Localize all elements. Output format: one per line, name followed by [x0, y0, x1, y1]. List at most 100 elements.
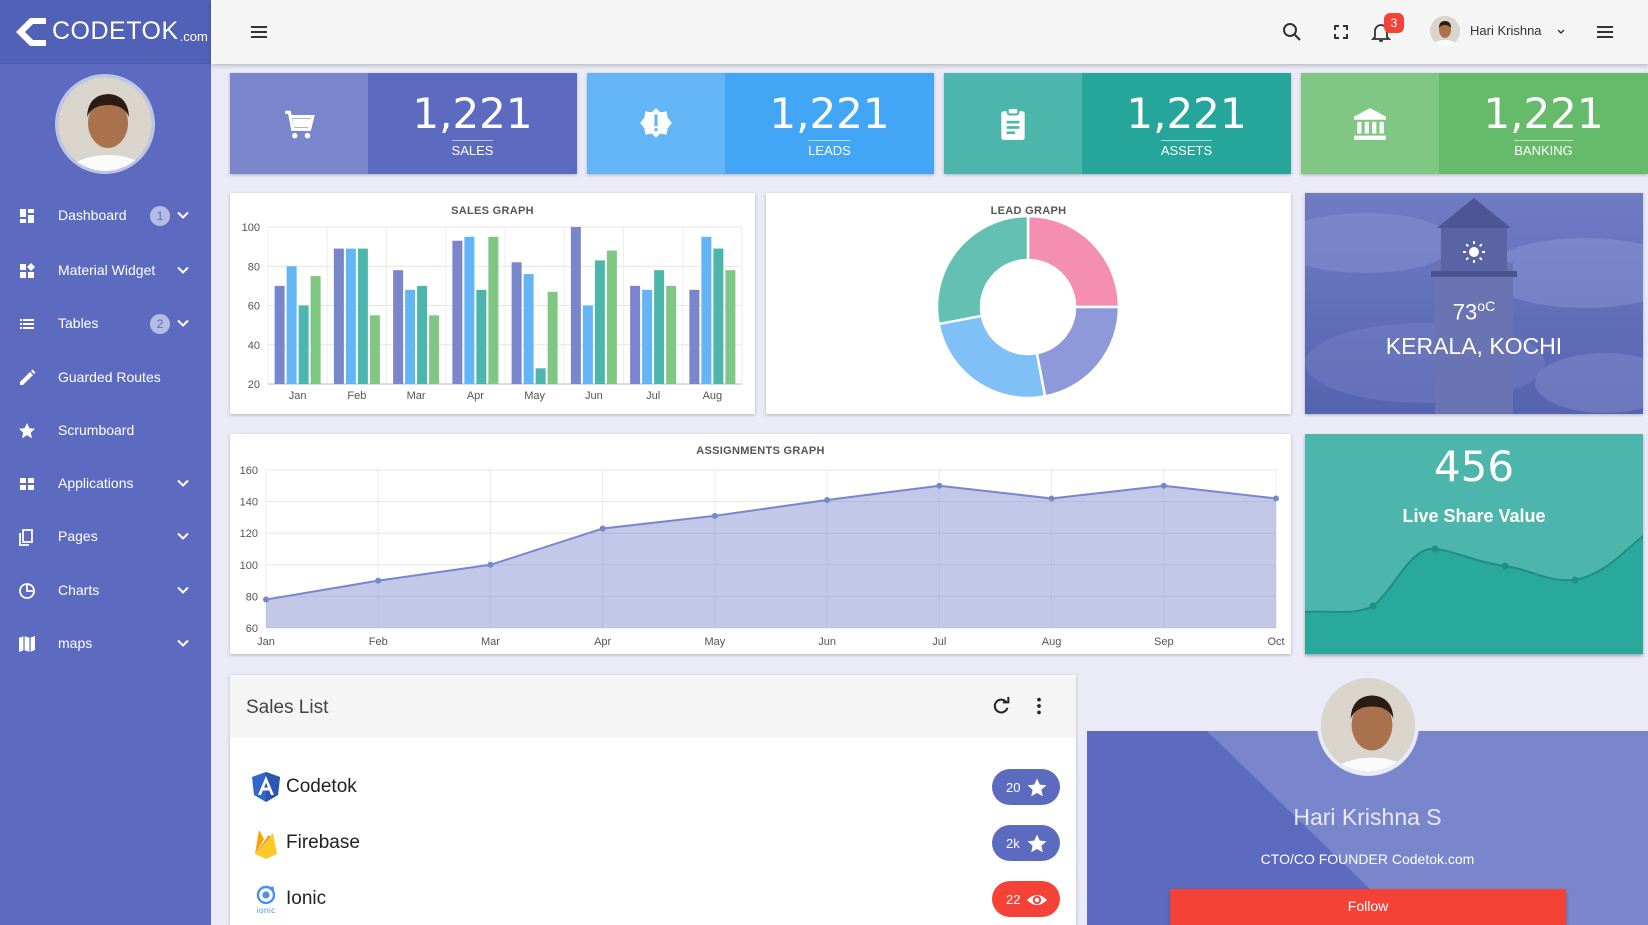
bar[interactable] — [713, 248, 724, 384]
bar[interactable] — [523, 274, 534, 384]
bar[interactable] — [310, 276, 321, 384]
chevron-down-icon[interactable] — [1556, 27, 1566, 37]
bar[interactable] — [654, 270, 665, 384]
bar[interactable] — [464, 236, 475, 384]
data-point[interactable] — [487, 561, 494, 568]
bar[interactable] — [535, 368, 546, 384]
list-item-badge-button[interactable]: 2k — [992, 825, 1060, 861]
sales-list-title: Sales List — [246, 697, 329, 718]
bar[interactable] — [345, 248, 356, 384]
sidebar-avatar[interactable] — [55, 74, 155, 174]
bar[interactable] — [701, 236, 712, 384]
pie-slice[interactable] — [1026, 214, 1121, 309]
list-item-name: Ionic — [286, 888, 327, 909]
chevron-down-icon[interactable] — [176, 476, 190, 490]
menu-toggle-icon[interactable] — [247, 20, 271, 44]
y-tick-label: 60 — [246, 623, 258, 635]
bar[interactable] — [511, 262, 522, 384]
bar[interactable] — [689, 289, 700, 384]
options-menu-icon[interactable] — [1593, 20, 1617, 44]
stat-card-banking[interactable]: 1,221 BANKING — [1301, 73, 1648, 174]
bar[interactable] — [476, 289, 487, 384]
bar[interactable] — [488, 236, 499, 384]
bar[interactable] — [298, 305, 309, 385]
pie-slice[interactable] — [1035, 305, 1121, 398]
list-item-badge-button[interactable]: 20 — [992, 769, 1060, 805]
bar[interactable] — [429, 315, 440, 384]
sidebar-item-guarded-routes[interactable]: Guarded Routes — [0, 350, 211, 403]
bar[interactable] — [547, 291, 558, 384]
data-point[interactable] — [375, 577, 382, 584]
profile-avatar[interactable] — [1317, 674, 1419, 776]
pie-slice[interactable] — [935, 214, 1030, 326]
chevron-down-icon[interactable] — [176, 636, 190, 650]
y-tick-label: 40 — [248, 340, 260, 352]
fullscreen-icon[interactable] — [1329, 20, 1353, 44]
x-tick-label: Mar — [407, 390, 426, 402]
data-point[interactable] — [1160, 482, 1167, 489]
bar[interactable] — [666, 285, 677, 384]
list-item[interactable]: Firebase 2k — [230, 815, 1076, 871]
chevron-down-icon[interactable] — [176, 316, 190, 330]
bar[interactable] — [274, 285, 285, 384]
stat-card-assets[interactable]: 1,221 ASSETS — [944, 73, 1291, 174]
y-tick-label: 120 — [240, 528, 258, 540]
bar[interactable] — [357, 248, 368, 384]
bar[interactable] — [417, 285, 428, 384]
chevron-down-icon[interactable] — [176, 583, 190, 597]
y-tick-label: 80 — [246, 591, 258, 603]
sidebar-item-tables[interactable]: Tables 2 — [0, 296, 211, 349]
more-vert-icon[interactable] — [1028, 695, 1050, 717]
user-avatar[interactable] — [1430, 16, 1460, 46]
sidebar-item-applications[interactable]: Applications — [0, 456, 211, 509]
bar[interactable] — [369, 315, 380, 384]
list-item-count: 20 — [1006, 779, 1021, 795]
bar[interactable] — [452, 240, 463, 384]
bar[interactable] — [286, 266, 297, 384]
list-item[interactable]: Codetok 20 — [230, 759, 1076, 815]
x-tick-label: Apr — [467, 390, 484, 402]
chevron-down-icon[interactable] — [176, 263, 190, 277]
bar[interactable] — [570, 227, 581, 384]
x-tick-label: Feb — [347, 390, 366, 402]
sidebar-item-label: Tables — [58, 315, 99, 332]
list-item[interactable]: ionic Ionic 22 — [230, 871, 1076, 925]
data-point[interactable] — [599, 525, 606, 532]
chevron-down-icon[interactable] — [176, 208, 190, 222]
bar[interactable] — [333, 248, 344, 384]
chevron-down-icon[interactable] — [176, 529, 190, 543]
stat-card-leads[interactable]: 1,221 LEADS — [587, 73, 934, 174]
sidebar-item-dashboard[interactable]: Dashboard 1 — [0, 188, 211, 243]
sidebar-item-material-widget[interactable]: Material Widget — [0, 243, 211, 296]
sidebar-item-maps[interactable]: maps — [0, 616, 211, 669]
data-point[interactable] — [936, 482, 943, 489]
y-tick-label: 140 — [240, 497, 258, 509]
bar[interactable] — [725, 270, 736, 384]
follow-button[interactable]: Follow — [1170, 889, 1566, 925]
sidebar-item-pages[interactable]: Pages — [0, 509, 211, 562]
bar[interactable] — [630, 285, 641, 384]
list-item-badge-button[interactable]: 22 — [992, 881, 1060, 917]
bar[interactable] — [642, 289, 653, 384]
data-point[interactable] — [1048, 495, 1055, 502]
data-point[interactable] — [1273, 495, 1279, 502]
user-name[interactable]: Hari Krishna — [1470, 23, 1542, 38]
pie-slice[interactable] — [937, 314, 1047, 400]
bar[interactable] — [594, 260, 605, 384]
data-point[interactable] — [711, 512, 718, 519]
app-logo[interactable]: CODETOK .com — [0, 0, 211, 64]
bar[interactable] — [606, 250, 617, 384]
data-point[interactable] — [824, 497, 831, 504]
bar[interactable] — [582, 305, 593, 385]
search-icon[interactable] — [1280, 20, 1304, 44]
notifications-icon[interactable] — [1369, 20, 1393, 44]
data-point[interactable] — [263, 596, 269, 603]
sidebar-item-scrumboard[interactable]: Scrumboard — [0, 403, 211, 456]
bar[interactable] — [405, 289, 416, 384]
stat-label: SALES — [451, 139, 494, 158]
stat-card-sales[interactable]: 1,221 SALES — [230, 73, 577, 174]
refresh-icon[interactable] — [990, 695, 1012, 717]
ionic-icon: ionic — [257, 885, 275, 915]
sidebar-item-charts[interactable]: Charts — [0, 563, 211, 616]
bar[interactable] — [393, 270, 404, 384]
